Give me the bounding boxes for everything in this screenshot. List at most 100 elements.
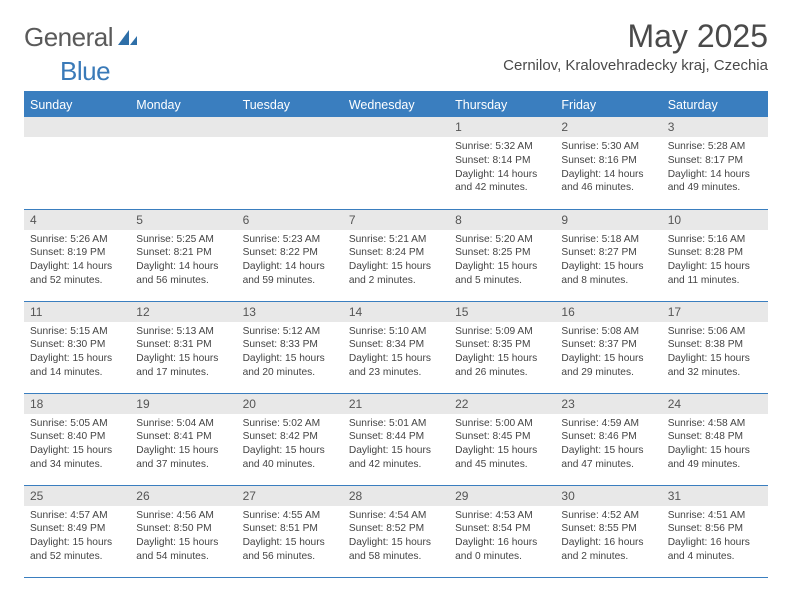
day-number: 22 (449, 394, 555, 414)
cell-details: Sunrise: 5:28 AMSunset: 8:17 PMDaylight:… (662, 137, 768, 199)
calendar-cell: 11Sunrise: 5:15 AMSunset: 8:30 PMDayligh… (24, 301, 130, 393)
cell-details: Sunrise: 4:51 AMSunset: 8:56 PMDaylight:… (662, 506, 768, 568)
calendar-cell: 5Sunrise: 5:25 AMSunset: 8:21 PMDaylight… (130, 209, 236, 301)
calendar-cell: 28Sunrise: 4:54 AMSunset: 8:52 PMDayligh… (343, 485, 449, 577)
calendar-cell: 4Sunrise: 5:26 AMSunset: 8:19 PMDaylight… (24, 209, 130, 301)
calendar-cell: 8Sunrise: 5:20 AMSunset: 8:25 PMDaylight… (449, 209, 555, 301)
cell-details: Sunrise: 5:12 AMSunset: 8:33 PMDaylight:… (237, 322, 343, 384)
day-number: 12 (130, 302, 236, 322)
calendar-cell: 13Sunrise: 5:12 AMSunset: 8:33 PMDayligh… (237, 301, 343, 393)
calendar-week-row: 4Sunrise: 5:26 AMSunset: 8:19 PMDaylight… (24, 209, 768, 301)
day-number: 26 (130, 486, 236, 506)
cell-details: Sunrise: 5:16 AMSunset: 8:28 PMDaylight:… (662, 230, 768, 292)
calendar-cell (343, 117, 449, 209)
cell-details: Sunrise: 5:25 AMSunset: 8:21 PMDaylight:… (130, 230, 236, 292)
calendar-cell: 7Sunrise: 5:21 AMSunset: 8:24 PMDaylight… (343, 209, 449, 301)
day-header: Friday (555, 92, 661, 117)
calendar-cell: 25Sunrise: 4:57 AMSunset: 8:49 PMDayligh… (24, 485, 130, 577)
day-header: Monday (130, 92, 236, 117)
calendar-cell: 22Sunrise: 5:00 AMSunset: 8:45 PMDayligh… (449, 393, 555, 485)
day-number: 8 (449, 210, 555, 230)
cell-details: Sunrise: 5:15 AMSunset: 8:30 PMDaylight:… (24, 322, 130, 384)
cell-details: Sunrise: 4:53 AMSunset: 8:54 PMDaylight:… (449, 506, 555, 568)
day-header-row: SundayMondayTuesdayWednesdayThursdayFrid… (24, 92, 768, 117)
day-header: Wednesday (343, 92, 449, 117)
cell-details: Sunrise: 5:21 AMSunset: 8:24 PMDaylight:… (343, 230, 449, 292)
calendar-cell: 19Sunrise: 5:04 AMSunset: 8:41 PMDayligh… (130, 393, 236, 485)
day-number: 30 (555, 486, 661, 506)
cell-details: Sunrise: 5:05 AMSunset: 8:40 PMDaylight:… (24, 414, 130, 476)
day-number: 11 (24, 302, 130, 322)
cell-details: Sunrise: 5:20 AMSunset: 8:25 PMDaylight:… (449, 230, 555, 292)
cell-details: Sunrise: 4:57 AMSunset: 8:49 PMDaylight:… (24, 506, 130, 568)
cell-details: Sunrise: 4:56 AMSunset: 8:50 PMDaylight:… (130, 506, 236, 568)
calendar-cell: 27Sunrise: 4:55 AMSunset: 8:51 PMDayligh… (237, 485, 343, 577)
day-number: 18 (24, 394, 130, 414)
day-header: Thursday (449, 92, 555, 117)
calendar-cell (24, 117, 130, 209)
cell-details: Sunrise: 5:18 AMSunset: 8:27 PMDaylight:… (555, 230, 661, 292)
day-number: 9 (555, 210, 661, 230)
calendar-week-row: 1Sunrise: 5:32 AMSunset: 8:14 PMDaylight… (24, 117, 768, 209)
cell-details: Sunrise: 5:04 AMSunset: 8:41 PMDaylight:… (130, 414, 236, 476)
cell-details: Sunrise: 4:55 AMSunset: 8:51 PMDaylight:… (237, 506, 343, 568)
cell-details: Sunrise: 5:02 AMSunset: 8:42 PMDaylight:… (237, 414, 343, 476)
empty-day-header (237, 117, 343, 137)
calendar-cell: 18Sunrise: 5:05 AMSunset: 8:40 PMDayligh… (24, 393, 130, 485)
day-number: 31 (662, 486, 768, 506)
day-number: 27 (237, 486, 343, 506)
cell-details: Sunrise: 5:23 AMSunset: 8:22 PMDaylight:… (237, 230, 343, 292)
day-number: 5 (130, 210, 236, 230)
calendar-cell: 12Sunrise: 5:13 AMSunset: 8:31 PMDayligh… (130, 301, 236, 393)
day-number: 4 (24, 210, 130, 230)
month-title: May 2025 (503, 18, 768, 55)
empty-day-header (343, 117, 449, 137)
cell-details: Sunrise: 5:32 AMSunset: 8:14 PMDaylight:… (449, 137, 555, 199)
title-block: May 2025 Cernilov, Kralovehradecky kraj,… (503, 18, 768, 74)
cell-details: Sunrise: 5:08 AMSunset: 8:37 PMDaylight:… (555, 322, 661, 384)
day-number: 2 (555, 117, 661, 137)
day-number: 28 (343, 486, 449, 506)
calendar-cell: 23Sunrise: 4:59 AMSunset: 8:46 PMDayligh… (555, 393, 661, 485)
calendar-cell: 16Sunrise: 5:08 AMSunset: 8:37 PMDayligh… (555, 301, 661, 393)
calendar-cell (237, 117, 343, 209)
day-number: 19 (130, 394, 236, 414)
day-header: Sunday (24, 92, 130, 117)
location-text: Cernilov, Kralovehradecky kraj, Czechia (503, 57, 768, 74)
cell-details: Sunrise: 4:52 AMSunset: 8:55 PMDaylight:… (555, 506, 661, 568)
day-number: 13 (237, 302, 343, 322)
day-number: 21 (343, 394, 449, 414)
calendar-cell: 17Sunrise: 5:06 AMSunset: 8:38 PMDayligh… (662, 301, 768, 393)
day-header: Saturday (662, 92, 768, 117)
day-number: 16 (555, 302, 661, 322)
cell-details: Sunrise: 5:09 AMSunset: 8:35 PMDaylight:… (449, 322, 555, 384)
day-number: 23 (555, 394, 661, 414)
cell-details: Sunrise: 5:00 AMSunset: 8:45 PMDaylight:… (449, 414, 555, 476)
cell-details: Sunrise: 4:58 AMSunset: 8:48 PMDaylight:… (662, 414, 768, 476)
logo: General (24, 18, 139, 53)
day-number: 7 (343, 210, 449, 230)
day-number: 14 (343, 302, 449, 322)
logo-word-2: Blue (60, 56, 110, 87)
calendar-cell: 15Sunrise: 5:09 AMSunset: 8:35 PMDayligh… (449, 301, 555, 393)
logo-sail-icon (117, 28, 139, 48)
calendar-week-row: 25Sunrise: 4:57 AMSunset: 8:49 PMDayligh… (24, 485, 768, 577)
calendar-table: SundayMondayTuesdayWednesdayThursdayFrid… (24, 91, 768, 578)
cell-details: Sunrise: 5:13 AMSunset: 8:31 PMDaylight:… (130, 322, 236, 384)
cell-details: Sunrise: 5:10 AMSunset: 8:34 PMDaylight:… (343, 322, 449, 384)
calendar-cell: 6Sunrise: 5:23 AMSunset: 8:22 PMDaylight… (237, 209, 343, 301)
empty-day-header (24, 117, 130, 137)
calendar-cell: 26Sunrise: 4:56 AMSunset: 8:50 PMDayligh… (130, 485, 236, 577)
day-number: 20 (237, 394, 343, 414)
day-number: 17 (662, 302, 768, 322)
day-number: 6 (237, 210, 343, 230)
cell-details: Sunrise: 5:30 AMSunset: 8:16 PMDaylight:… (555, 137, 661, 199)
cell-details: Sunrise: 5:06 AMSunset: 8:38 PMDaylight:… (662, 322, 768, 384)
calendar-week-row: 11Sunrise: 5:15 AMSunset: 8:30 PMDayligh… (24, 301, 768, 393)
calendar-cell: 10Sunrise: 5:16 AMSunset: 8:28 PMDayligh… (662, 209, 768, 301)
day-number: 15 (449, 302, 555, 322)
calendar-cell: 2Sunrise: 5:30 AMSunset: 8:16 PMDaylight… (555, 117, 661, 209)
calendar-cell: 14Sunrise: 5:10 AMSunset: 8:34 PMDayligh… (343, 301, 449, 393)
day-header: Tuesday (237, 92, 343, 117)
day-number: 24 (662, 394, 768, 414)
